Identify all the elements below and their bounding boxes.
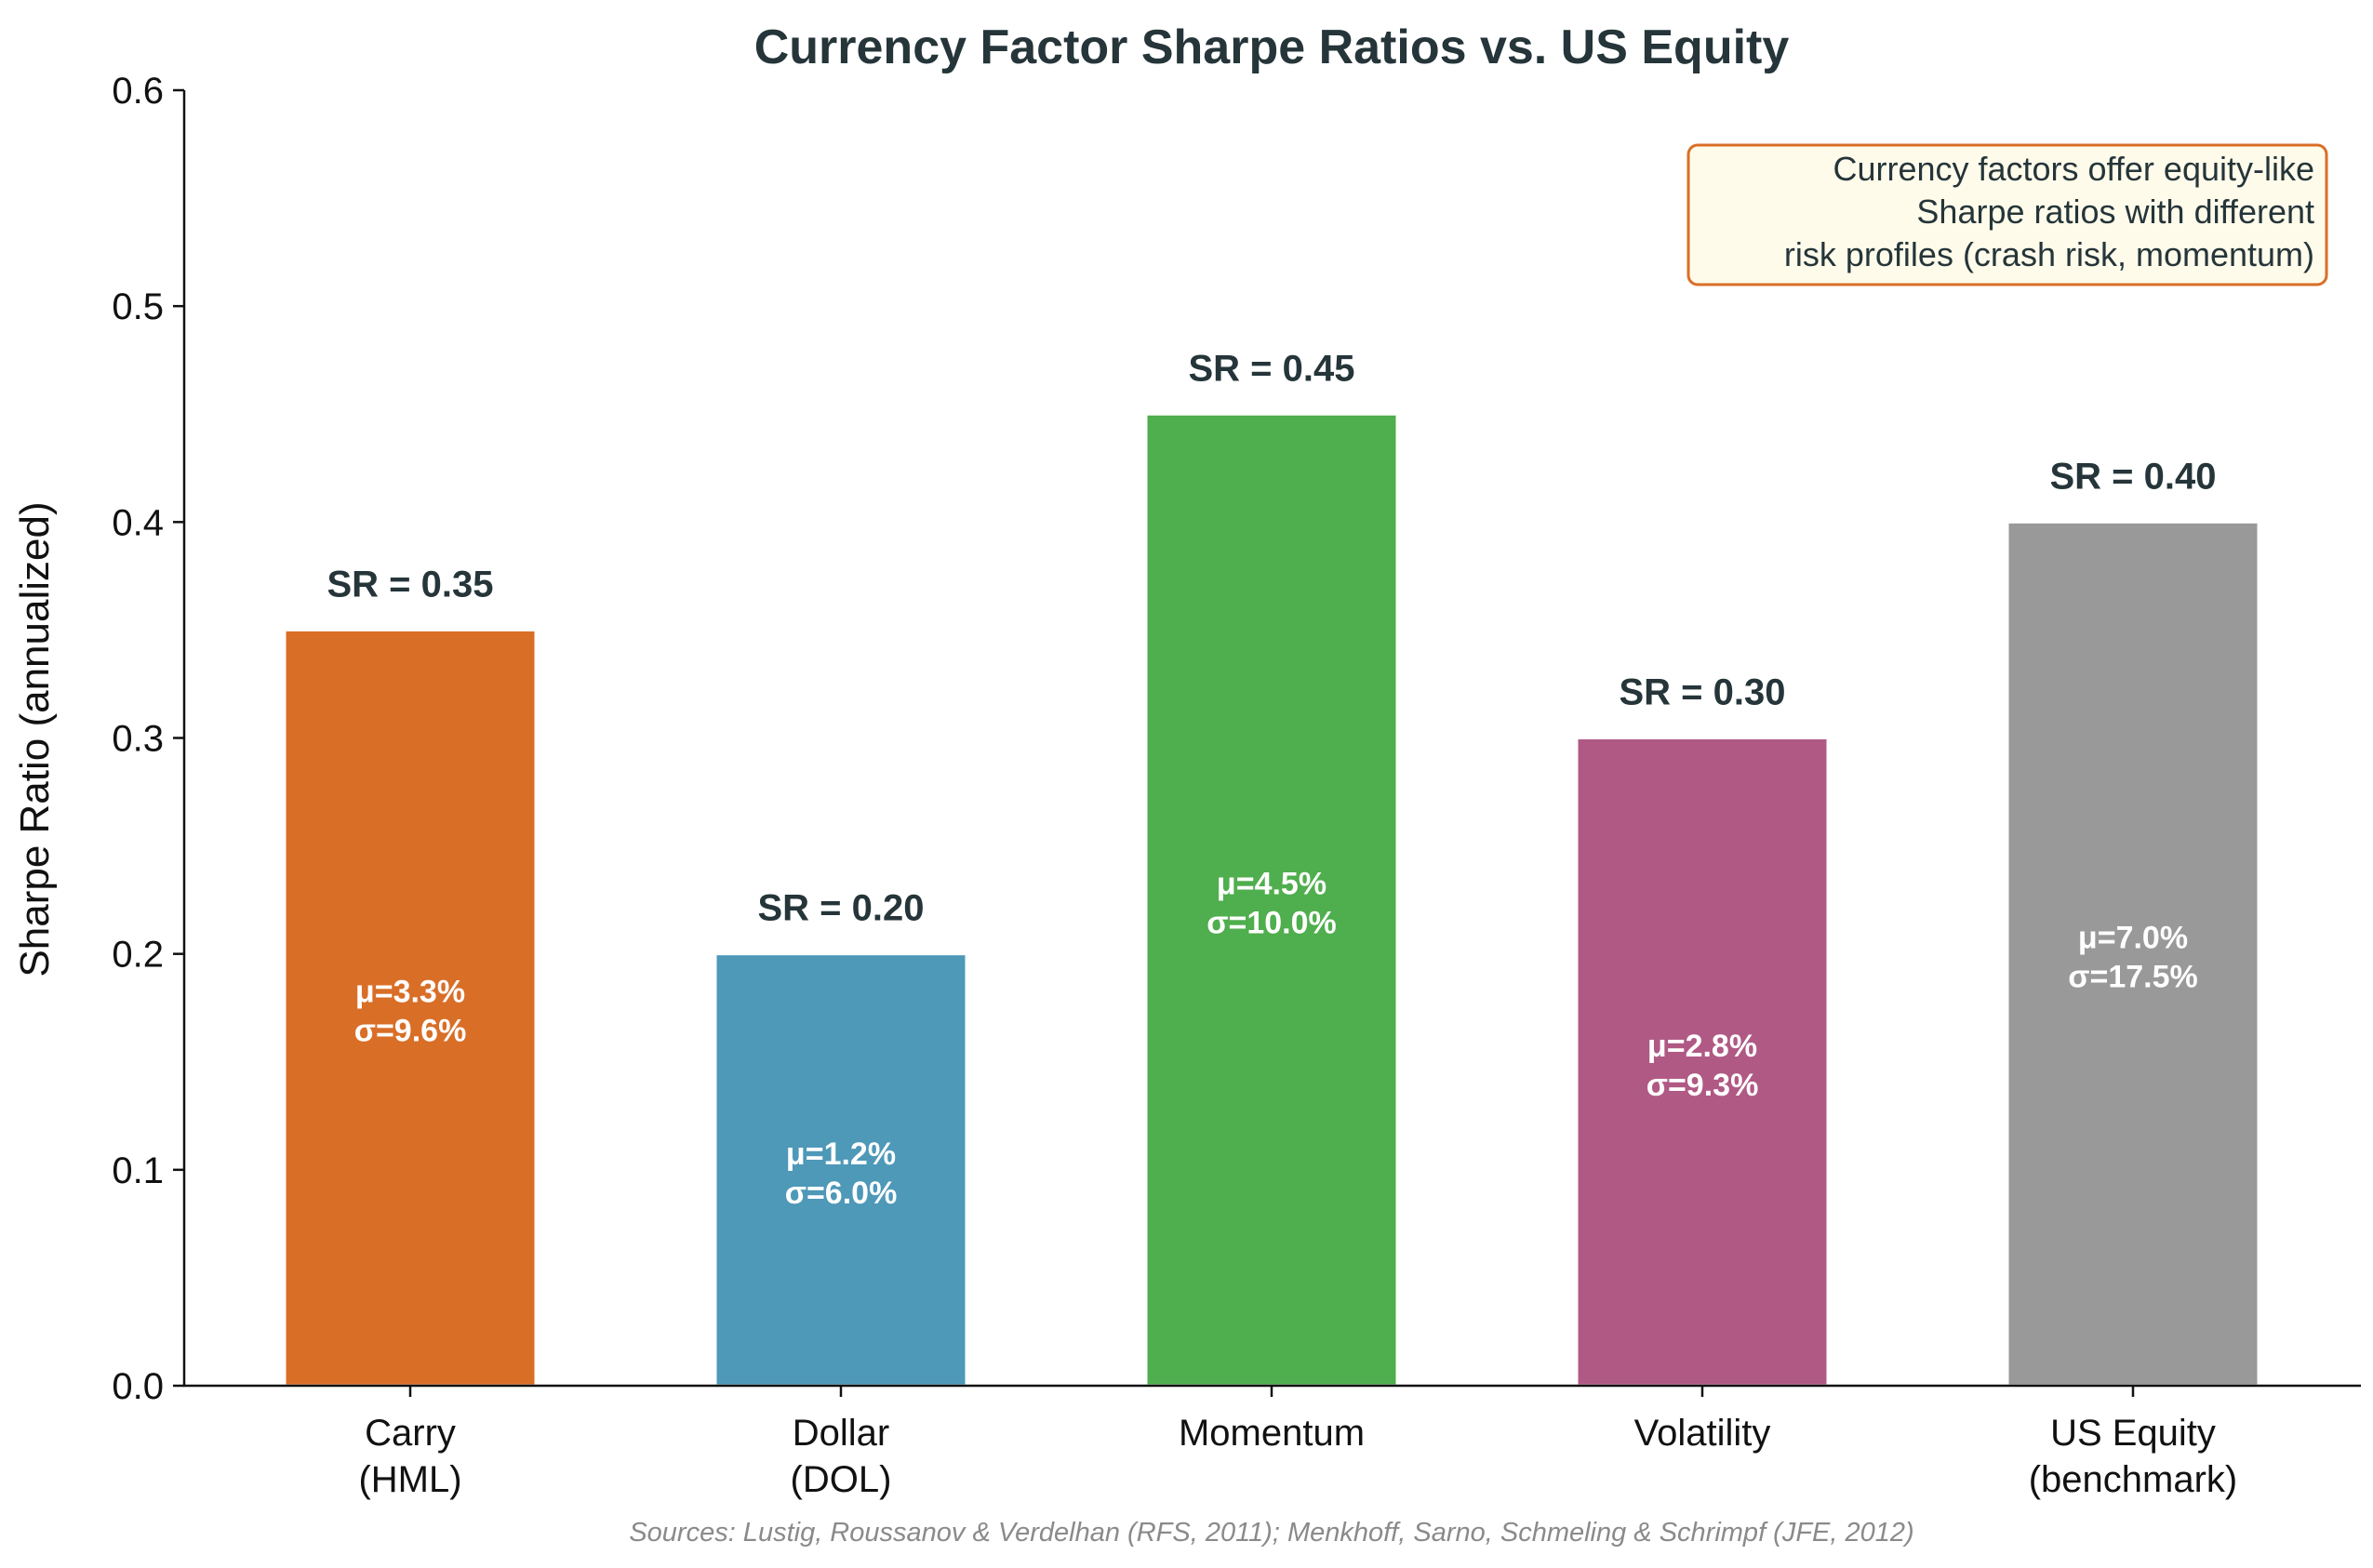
y-tick-label: 0.5 xyxy=(112,286,164,327)
y-tick-label: 0.3 xyxy=(112,719,164,760)
bar-sr-label: SR = 0.20 xyxy=(757,888,924,929)
bar-mean-label: μ=4.5% xyxy=(1217,867,1326,902)
annotation-line-3: risk profiles (crash risk, momentum) xyxy=(1784,235,2314,273)
bar xyxy=(2006,520,2260,1388)
bar xyxy=(1575,737,1830,1388)
x-tick-label: Volatility xyxy=(1634,1413,1771,1454)
x-tick-label: (DOL) xyxy=(791,1459,892,1500)
y-axis-label: Sharpe Ratio (annualized) xyxy=(12,501,58,977)
bar-sr-label: SR = 0.35 xyxy=(327,564,493,605)
x-tick-label: (HML) xyxy=(358,1459,461,1500)
y-tick-label: 0.1 xyxy=(112,1150,164,1191)
bar xyxy=(713,952,968,1388)
bar-mean-label: μ=7.0% xyxy=(2078,921,2188,956)
bar-vol-label: σ=10.0% xyxy=(1206,906,1337,941)
x-axis-ticks: Carry (HML) Dollar (DOL) Momentum Volatility U… xyxy=(358,1386,2237,1500)
x-tick-label: Momentum xyxy=(1179,1413,1365,1454)
bar-vol-label: σ=9.6% xyxy=(354,1014,467,1049)
annotation-box-frame xyxy=(1686,143,2328,286)
bar-vol-label: σ=17.5% xyxy=(2068,960,2198,995)
y-axis-ticks: 0.0 0.1 0.2 0.3 0.4 0.5 0.6 xyxy=(112,71,184,1407)
bar-sr-label: SR = 0.30 xyxy=(1619,672,1785,713)
bars-group: SR = 0.35 μ=3.3% σ=9.6% SR = 0.20 μ=1.2% σ=6.… xyxy=(283,348,2260,1388)
x-tick-label: (benchmark) xyxy=(2029,1459,2238,1500)
bar-mean-label: μ=3.3% xyxy=(355,975,465,1010)
source-note: Sources: Lustig, Roussanov & Verdelhan (… xyxy=(629,1518,1913,1548)
y-tick-label: 0.6 xyxy=(112,71,164,112)
bar xyxy=(1144,412,1399,1388)
y-tick-label: 0.0 xyxy=(112,1366,164,1407)
y-tick-label: 0.2 xyxy=(112,935,164,976)
bar-vol-label: σ=9.3% xyxy=(1646,1068,1759,1103)
bar-sr-label: SR = 0.45 xyxy=(1188,348,1354,389)
annotation-line-1: Currency factors offer equity-like xyxy=(1833,150,2314,188)
bar-sr-label: SR = 0.40 xyxy=(2049,456,2216,497)
y-tick-label: 0.4 xyxy=(112,502,164,543)
annotation-line-2: Sharpe ratios with different xyxy=(1916,193,2314,231)
bar-mean-label: μ=1.2% xyxy=(786,1136,896,1172)
annotation-box: Currency factors offer equity-like Sharp… xyxy=(1686,143,2328,286)
x-tick-label: Carry xyxy=(365,1413,456,1454)
x-tick-label: US Equity xyxy=(2050,1413,2216,1454)
bar-mean-label: μ=2.8% xyxy=(1647,1029,1757,1064)
x-tick-label: Dollar xyxy=(793,1413,889,1454)
chart-title: Currency Factor Sharpe Ratios vs. US Equ… xyxy=(754,20,1790,74)
bar-vol-label: σ=6.0% xyxy=(785,1176,898,1211)
